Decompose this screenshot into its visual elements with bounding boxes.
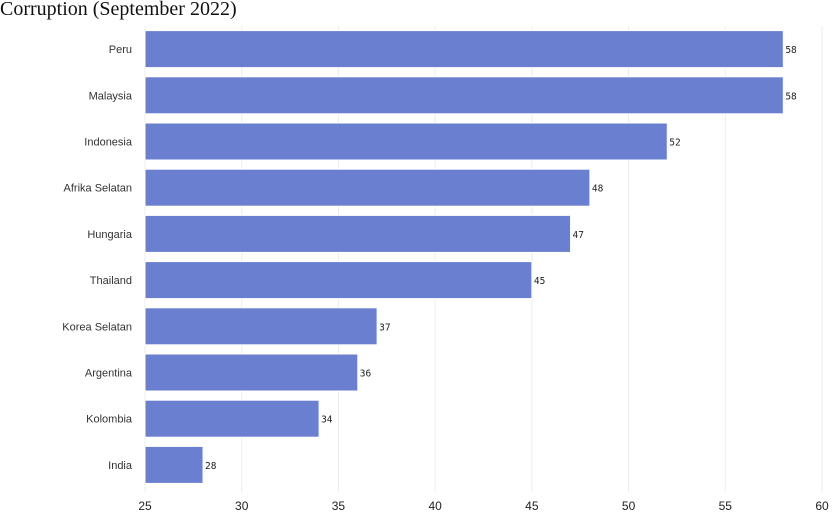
value-label: 52 [669, 138, 680, 149]
bar [144, 307, 378, 346]
bar [144, 261, 533, 300]
bars [144, 30, 784, 484]
value-label: 36 [360, 369, 372, 380]
x-tick-label: 55 [719, 499, 733, 513]
value-label: 58 [785, 91, 797, 102]
x-tick-label: 30 [235, 499, 249, 513]
value-labels: 58 58 52 48 47 45 37 36 34 28 [205, 45, 797, 472]
bar [144, 214, 572, 253]
category-label: India [108, 460, 133, 472]
category-label: Korea Selatan [62, 321, 132, 333]
bar [144, 30, 784, 69]
x-tick-label: 60 [815, 499, 829, 513]
bar [144, 353, 359, 392]
value-label: 58 [785, 45, 797, 56]
category-label: Hungaria [87, 229, 133, 241]
bar [144, 122, 668, 161]
chart-title: Corruption (September 2022) [0, 0, 237, 20]
category-label: Argentina [85, 368, 133, 380]
x-tick-label: 50 [622, 499, 636, 513]
category-label: Peru [109, 44, 132, 56]
bar [144, 168, 591, 207]
category-label: Afrika Selatan [64, 183, 132, 195]
category-label: Kolombia [86, 414, 133, 426]
value-label: 28 [205, 461, 217, 472]
bar [144, 399, 320, 438]
value-label: 47 [573, 230, 584, 241]
category-label: Thailand [90, 275, 132, 287]
value-label: 48 [592, 184, 604, 195]
category-label: Indonesia [84, 137, 133, 149]
category-labels: Peru Malaysia Indonesia Afrika Selatan Hunga… [62, 44, 133, 472]
x-tick-labels: 25 30 35 40 45 50 55 60 [138, 499, 829, 513]
bar [144, 76, 784, 115]
x-tick-label: 25 [138, 499, 152, 513]
value-label: 34 [321, 415, 333, 426]
x-tick-label: 40 [428, 499, 442, 513]
x-tick-label: 35 [332, 499, 346, 513]
value-label: 37 [379, 322, 390, 333]
category-label: Malaysia [89, 90, 133, 102]
bar [144, 445, 204, 484]
value-label: 45 [534, 276, 545, 287]
x-tick-label: 45 [525, 499, 539, 513]
gridlines [144, 26, 823, 492]
